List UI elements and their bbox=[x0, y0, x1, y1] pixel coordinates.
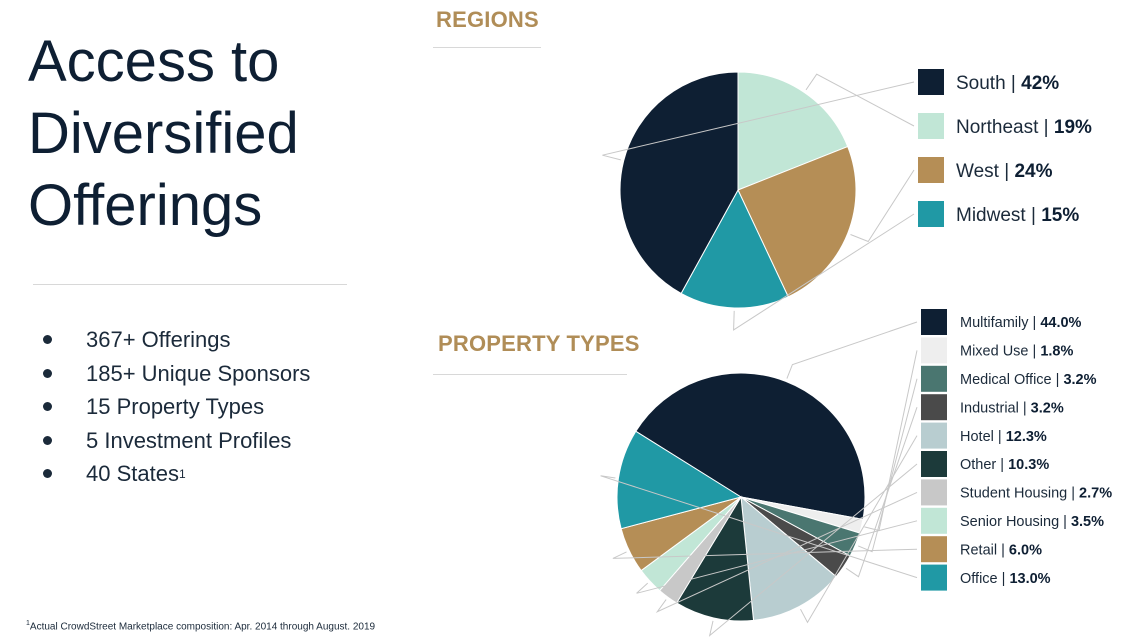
legend-label-medical-office: Medical Office | 3.2% bbox=[960, 372, 1097, 388]
legend-swatch-northeast bbox=[918, 113, 944, 139]
leader-line-industrial bbox=[845, 407, 918, 578]
stat-text: 40 States bbox=[86, 461, 179, 486]
pie-slice-other bbox=[675, 495, 755, 622]
legend-label-senior-housing: Senior Housing | 3.5% bbox=[960, 514, 1104, 530]
stats-list-item: 40 States 1 bbox=[40, 457, 310, 491]
stats-list-item: 367+ Offerings bbox=[40, 323, 310, 357]
property-types-heading-divider bbox=[433, 374, 627, 375]
leader-line-northeast bbox=[805, 73, 915, 127]
legend-label-mixed-use: Mixed Use | 1.8% bbox=[960, 344, 1073, 360]
bullet-icon bbox=[43, 335, 52, 345]
regions-heading-divider bbox=[433, 47, 541, 48]
leader-line-retail bbox=[612, 548, 918, 559]
legend-swatch-multifamily bbox=[921, 309, 947, 335]
legend-label-office: Office | 13.0% bbox=[960, 571, 1051, 587]
leader-line-other bbox=[708, 463, 918, 637]
legend-swatch-medical-office bbox=[921, 365, 947, 392]
legend-label-midwest: Midwest | 15% bbox=[956, 205, 1079, 226]
bullet-icon bbox=[43, 402, 52, 412]
title-line: Diversified bbox=[28, 101, 299, 166]
legend-label-other: Other | 10.3% bbox=[960, 457, 1049, 473]
leader-line-midwest bbox=[733, 213, 915, 331]
bullet-icon bbox=[43, 368, 52, 378]
leader-line-office bbox=[600, 475, 918, 579]
legend-label-hotel: Hotel | 12.3% bbox=[960, 429, 1047, 445]
leader-line-student-housing bbox=[655, 491, 918, 613]
leader-line-mixed-use bbox=[864, 350, 918, 532]
footnote: 1Actual CrowdStreet Marketplace composit… bbox=[26, 620, 375, 632]
legend-label-retail: Retail | 6.0% bbox=[960, 542, 1042, 558]
legend-swatch-senior-housing bbox=[921, 507, 947, 534]
legend-swatch-midwest bbox=[918, 201, 944, 227]
stat-text: 5 Investment Profiles bbox=[86, 427, 292, 453]
leader-line-multifamily bbox=[786, 321, 918, 379]
legend-label-northeast: Northeast | 19% bbox=[956, 117, 1092, 138]
legend-label-student-housing: Student Housing | 2.7% bbox=[960, 486, 1112, 502]
legend-swatch-hotel bbox=[921, 422, 947, 449]
stats-list: 367+ Offerings 185+ Unique Sponsors 15 P… bbox=[40, 323, 310, 491]
bullet-icon bbox=[43, 435, 52, 445]
stats-list-item: 5 Investment Profiles bbox=[40, 424, 310, 458]
leader-line-south bbox=[602, 81, 915, 161]
leader-line-west bbox=[850, 169, 915, 243]
title-line: Access to bbox=[28, 29, 280, 94]
pie-slice-office bbox=[616, 430, 743, 530]
pie-slice-south bbox=[619, 71, 739, 295]
footnote-text: Actual CrowdStreet Marketplace compositi… bbox=[29, 621, 376, 633]
legend-label-south: South | 42% bbox=[956, 73, 1059, 94]
legend-label-industrial: Industrial | 3.2% bbox=[960, 400, 1064, 416]
legend-swatch-mixed-use bbox=[921, 337, 947, 364]
pie-slice-west bbox=[737, 145, 857, 298]
legend-swatch-retail bbox=[921, 536, 947, 563]
leader-line-senior-housing bbox=[636, 520, 918, 594]
footnote-marker: 1 bbox=[26, 620, 30, 627]
stats-list-item: 185+ Unique Sponsors bbox=[40, 357, 310, 391]
title-line: Offerings bbox=[28, 173, 263, 238]
legend-label-multifamily: Multifamily | 44.0% bbox=[960, 315, 1082, 331]
leader-line-medical-office bbox=[858, 378, 918, 553]
title-divider bbox=[33, 284, 347, 285]
pie-slice-multifamily bbox=[635, 372, 866, 520]
stats-list-item: 15 Property Types bbox=[40, 390, 310, 424]
bullet-icon bbox=[43, 469, 52, 479]
page-title: Access to Diversified Offerings bbox=[28, 26, 388, 242]
legend-swatch-student-housing bbox=[921, 479, 947, 506]
legend-swatch-west bbox=[918, 157, 944, 183]
legend-swatch-industrial bbox=[921, 394, 947, 421]
stat-text: 185+ Unique Sponsors bbox=[86, 360, 311, 386]
stat-text: 367+ Offerings bbox=[86, 327, 231, 352]
regions-heading: REGIONS bbox=[436, 7, 539, 32]
pie-slice-northeast bbox=[737, 71, 849, 191]
legend-swatch-other bbox=[921, 451, 947, 477]
legend-swatch-south bbox=[918, 69, 944, 95]
legend-swatch-office bbox=[921, 564, 947, 591]
property-types-heading: PROPERTY TYPES bbox=[438, 331, 640, 356]
stat-text: 15 Property Types bbox=[86, 394, 265, 419]
legend-label-west: West | 24% bbox=[956, 161, 1053, 182]
leader-line-hotel bbox=[800, 435, 918, 624]
